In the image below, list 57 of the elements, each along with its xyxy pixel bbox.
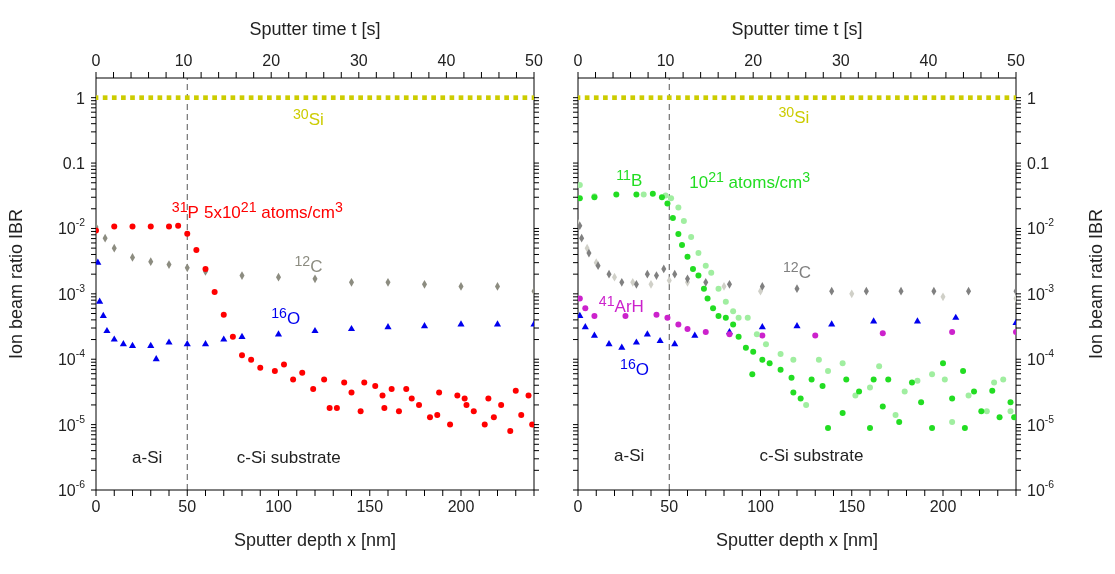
x-tick-label: 100 [265, 497, 292, 517]
x-tick-label: 50 [178, 497, 197, 517]
x-tick-label: 50 [660, 497, 679, 517]
series-label: $^{12}$C [294, 253, 323, 278]
y2-tick-label: 0.1 [1027, 154, 1050, 172]
x2-axis-title: Sputter time t [s] [731, 18, 863, 39]
x-axis-title: Sputter depth x [nm] [233, 530, 397, 550]
x2-tick-label: 40 [437, 51, 456, 71]
series-label: $^{16}$O [271, 304, 301, 330]
x-tick-label: 150 [838, 497, 866, 517]
y-tick-label: 10$^{-6}$ [57, 479, 86, 499]
x2-tick-label: 40 [919, 51, 938, 71]
annotation: 5x10$^{21}$ atoms/cm$^{3}$ [203, 198, 343, 224]
x2-tick-label: 0 [573, 51, 583, 71]
y-tick-label: 10$^{-3}$ [57, 282, 86, 303]
annotation: c-Si substrate [236, 447, 341, 468]
x2-tick-label: 30 [349, 51, 368, 71]
x-tick-label: 150 [356, 497, 384, 517]
series-label: $^{31}$P [171, 198, 199, 224]
x2-axis-title: Sputter time t [s] [249, 18, 381, 39]
series-label: $^{11}$B [616, 166, 643, 192]
y-tick-label: 0.1 [62, 154, 86, 172]
x2-tick-label: 20 [262, 51, 281, 71]
series-label: $^{30}$Si [292, 105, 324, 131]
series-label: $^{16}$O [620, 355, 649, 380]
y-tick-label: 1 [76, 89, 86, 107]
x2-tick-label: 30 [831, 51, 850, 71]
x2-tick-label: 10 [656, 51, 675, 71]
x-tick-label: 0 [91, 497, 101, 517]
series-label: $^{41}$ArH [598, 293, 644, 318]
x2-tick-label: 20 [744, 51, 763, 71]
annotation: c-Si substrate [759, 445, 864, 466]
series-label: $^{12}$C [782, 258, 812, 284]
annotation: 10$^{21}$ atoms/cm$^{3}$ [689, 168, 811, 194]
y2-tick-label: 10$^{-2}$ [1027, 217, 1055, 237]
y2-tick-label: 10$^{-4}$ [1027, 348, 1055, 368]
y-axis-title: Ion beam ratio IBR [6, 208, 27, 360]
y2-tick-label: 10$^{-5}$ [1027, 413, 1055, 434]
x-tick-label: 200 [929, 497, 957, 517]
series-label: $^{30}$Si [778, 103, 810, 129]
x-axis-title: Sputter depth x [nm] [715, 530, 879, 550]
x2-tick-label: 10 [174, 51, 193, 71]
y-tick-label: 10$^{-2}$ [57, 217, 86, 237]
annotation: a-Si [132, 447, 163, 468]
y-tick-label: 10$^{-4}$ [57, 348, 86, 368]
x2-tick-label: 50 [1007, 51, 1025, 71]
y-tick-label: 10$^{-5}$ [57, 413, 86, 434]
x-tick-label: 200 [447, 497, 475, 517]
x2-tick-label: 0 [91, 51, 101, 71]
y2-tick-label: 10$^{-3}$ [1027, 282, 1055, 303]
x-tick-label: 100 [747, 497, 774, 517]
y2-tick-label: 1 [1027, 89, 1036, 107]
annotation: a-Si [614, 445, 645, 466]
y2-tick-label: 10$^{-6}$ [1027, 479, 1055, 499]
x-tick-label: 0 [573, 497, 583, 517]
y2-axis-title: Ion beam ratio IBR [1086, 208, 1107, 360]
x2-tick-label: 50 [525, 51, 543, 71]
